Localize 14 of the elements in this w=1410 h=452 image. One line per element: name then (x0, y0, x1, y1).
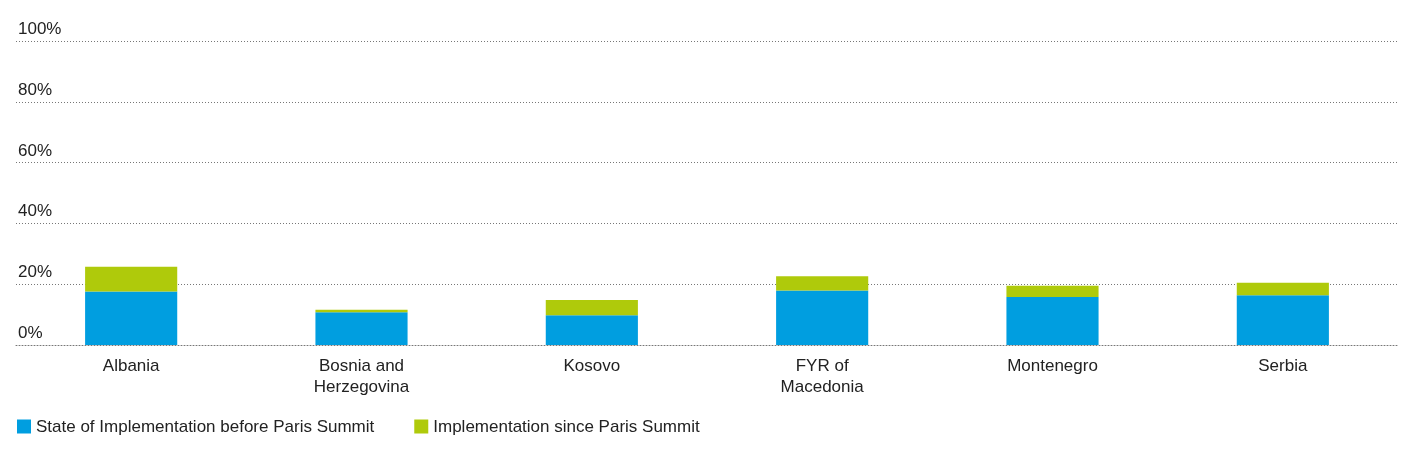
x-tick-label: Kosovo (563, 356, 621, 375)
x-tick-label: Montenegro (1007, 356, 1098, 375)
y-tick-label: 20% (18, 262, 53, 282)
x-tick-label: Serbia (1258, 356, 1308, 375)
legend-label: State of Implementation before Paris Summit (36, 417, 375, 436)
y-tick-label: 0% (18, 323, 43, 342)
y-tick-label: 100% (18, 19, 62, 38)
y-tick-label: 40% (18, 201, 53, 221)
x-tick-label: Bosnia and Herzegovina (313, 356, 410, 396)
x-tick-label: Albania (102, 356, 161, 375)
x-tick-label: FYR of Macedonia (780, 356, 865, 396)
y-tick-label: 60% (18, 140, 53, 160)
legend-label: Implementation since Paris Summit (433, 417, 700, 436)
y-tick-label: 80% (18, 79, 53, 99)
